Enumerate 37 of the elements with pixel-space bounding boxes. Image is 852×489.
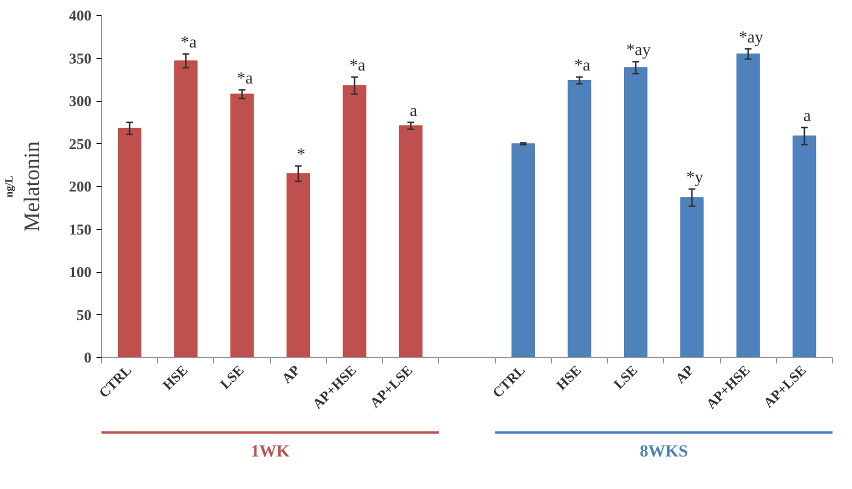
y-axis-title: Melatonin [19,141,44,232]
bar [230,94,254,358]
bar [399,125,423,358]
y-tick-label: 50 [76,308,92,324]
y-tick-label: 200 [69,180,92,196]
data-label: *ay [738,27,764,46]
bar [342,85,366,358]
bar [568,80,592,358]
y-tick-label: 300 [69,94,92,110]
bar [286,173,310,358]
x-tick-label: AP [280,362,304,387]
y-tick-label: 250 [69,136,92,153]
y-tick-label: 350 [69,51,92,68]
data-label: *a [349,55,366,74]
y-tick-label: 150 [69,222,92,238]
text: ng/L [4,175,16,198]
bar [792,136,816,358]
x-tick-label: AP [673,362,698,387]
data-label: *a [574,55,591,74]
data-label: *a [180,32,198,52]
bar [511,143,535,358]
data-label: *ay [626,40,652,60]
bar [736,53,760,358]
data-label: a [410,100,418,120]
bar [624,67,648,358]
y-tick-label: 0 [84,350,92,366]
y-tick-label: 100 [69,265,92,281]
bar [174,60,198,358]
data-label: *y [686,168,704,186]
bar [680,197,704,358]
data-label: *a [236,68,254,88]
bar [118,128,142,358]
y-tick-label: 400 [69,8,92,24]
text: 8WKS [640,442,688,460]
data-label: a [803,106,812,125]
text: 1WK [250,442,290,460]
data-label: * [296,144,306,164]
